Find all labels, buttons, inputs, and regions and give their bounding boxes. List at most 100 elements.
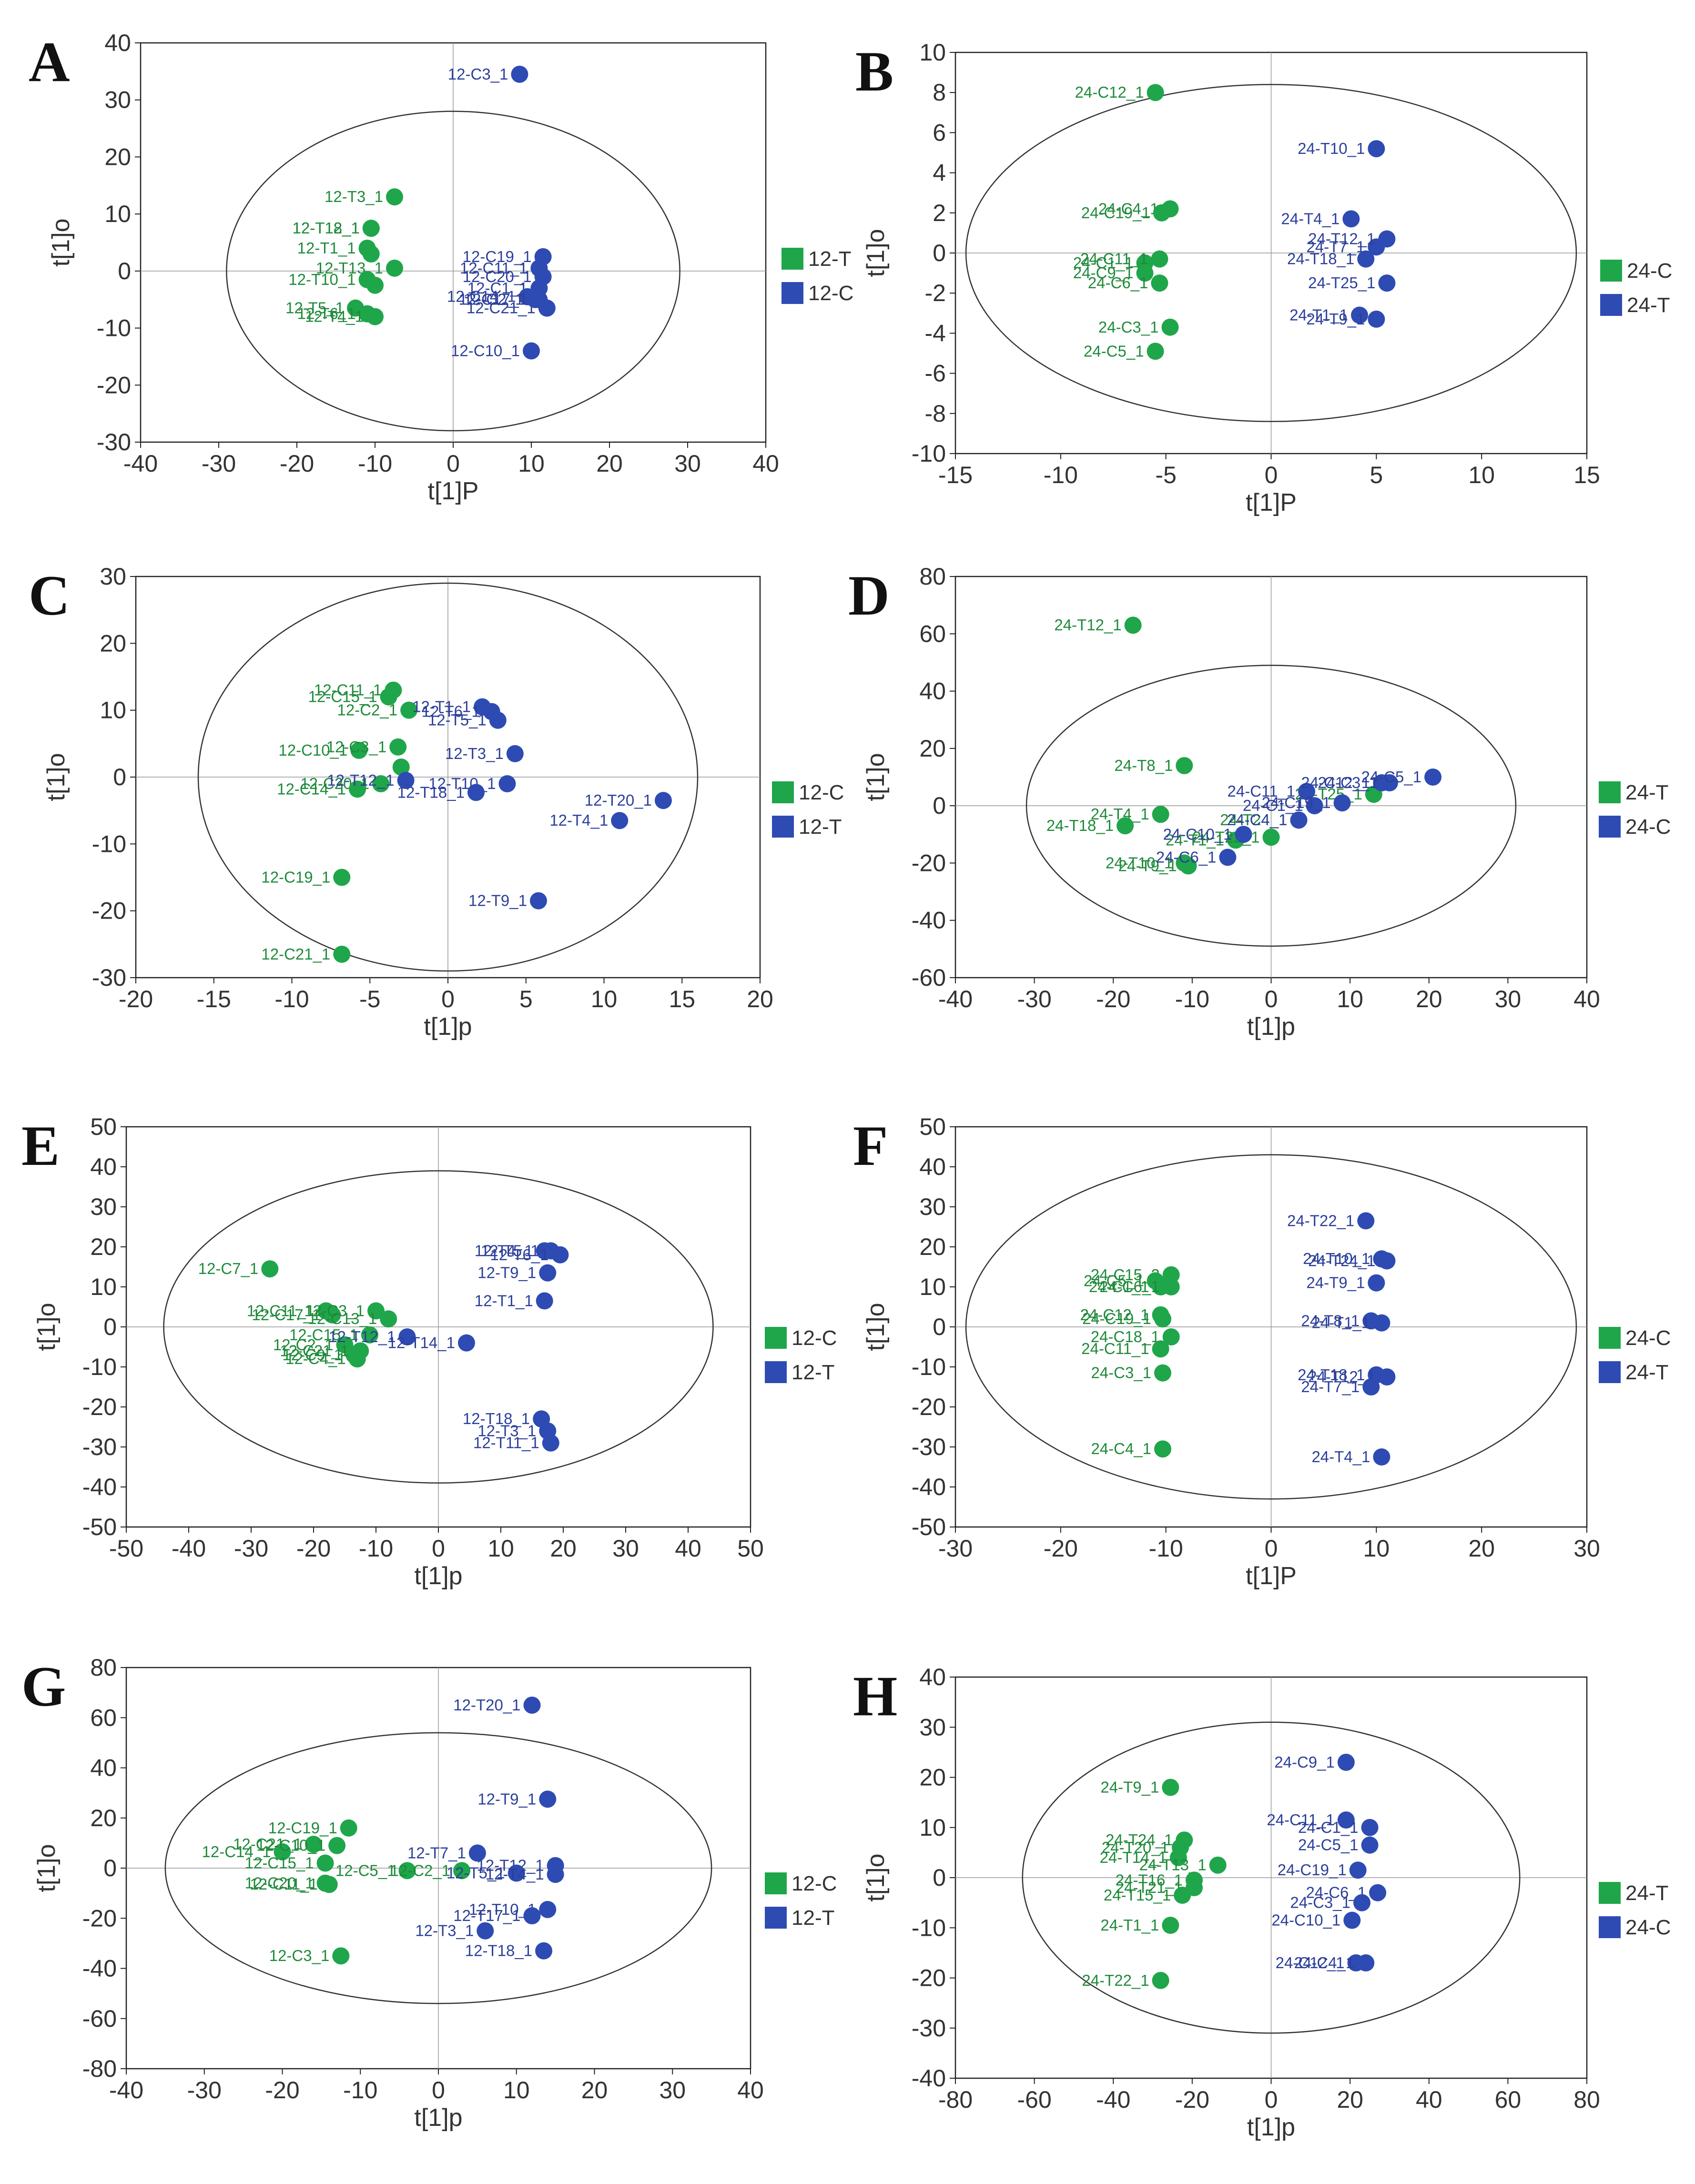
data-point — [523, 1907, 541, 1924]
data-point — [1378, 230, 1396, 248]
point-label: 24-C5_1 — [1298, 1836, 1359, 1854]
data-point — [1153, 204, 1170, 222]
confidence-ellipse — [965, 84, 1577, 422]
point-label: 24-T24_1 — [1106, 1831, 1173, 1849]
point-label: 12-T10_1 — [428, 775, 496, 792]
y-tick-label: -20 — [82, 1394, 117, 1420]
x-tick-label: 0 — [1265, 986, 1278, 1012]
data-point — [453, 1862, 471, 1880]
point-label: 12-T3_1 — [415, 1922, 474, 1940]
point-label: 12-T3_1 — [477, 1422, 536, 1439]
x-tick-label: -30 — [1017, 986, 1051, 1012]
data-point — [1161, 318, 1179, 336]
point-label: 12-C11_1 — [460, 259, 528, 277]
x-tick-label: -30 — [187, 2077, 222, 2103]
legend-swatch — [1599, 1916, 1621, 1938]
x-axis-label: t[1]p — [1247, 2113, 1295, 2141]
data-point — [1373, 1314, 1391, 1332]
y-tick-label: 0 — [933, 792, 946, 819]
point-label: 12-C3_1 — [304, 1302, 365, 1319]
y-tick-label: 30 — [919, 1714, 946, 1740]
x-tick-label: -30 — [234, 1535, 268, 1562]
data-point — [536, 1292, 553, 1310]
point-label: 24-C4_1 — [1294, 1954, 1355, 1972]
x-tick-label: -40 — [172, 1535, 206, 1562]
point-label: 24-C11_1 — [1228, 782, 1296, 800]
point-label: 12-T4_1 — [486, 1865, 544, 1883]
point-label: 12-C9_1 — [283, 1346, 343, 1364]
data-point — [1154, 1364, 1172, 1382]
point-label: 24-C9_1 — [1274, 1753, 1335, 1771]
x-tick-label: 30 — [612, 1535, 639, 1562]
data-point — [340, 1819, 357, 1837]
data-point — [1368, 140, 1385, 158]
data-point — [1378, 274, 1396, 292]
x-tick-label: -50 — [109, 1535, 143, 1562]
legend-label: 12-C — [792, 1326, 837, 1350]
panel-E: E -50 -40 -30 -20 -10 0 10 20 30 40 50 -50 -40 -30 -20 -… — [21, 1113, 837, 1590]
data-point — [1290, 811, 1308, 829]
point-label: 24-T9_1 — [1118, 857, 1177, 874]
data-point — [523, 342, 540, 360]
y-tick-label: -60 — [82, 2005, 117, 2032]
legend-swatch — [782, 282, 803, 304]
data-point — [1147, 343, 1164, 360]
point-label: 12-T6_1 — [490, 1246, 549, 1264]
data-point — [498, 775, 516, 793]
data-point — [389, 738, 407, 756]
point-label: 12-C19_1 — [261, 869, 330, 886]
data-point — [542, 1434, 559, 1452]
y-tick-label: 0 — [118, 258, 131, 284]
point-label: 12-C2_1 — [390, 1861, 451, 1879]
y-tick-label: -2 — [925, 280, 946, 306]
y-tick-label: -10 — [912, 1914, 946, 1941]
point-label: 24-C3_1 — [1318, 774, 1378, 791]
x-tick-label: 10 — [503, 2077, 530, 2103]
panel-letter: E — [21, 1114, 60, 1177]
point-label: 24-T8_1 — [1114, 757, 1173, 774]
x-tick-label: -5 — [359, 986, 380, 1012]
point-label: 12-T6_1 — [297, 305, 356, 323]
legend-label: 24-T — [1627, 293, 1670, 317]
data-point — [352, 1342, 369, 1360]
y-tick-label: 40 — [919, 1153, 946, 1180]
data-point — [1154, 1440, 1172, 1458]
data-point — [1124, 617, 1142, 634]
data-point — [305, 1836, 322, 1853]
legend-swatch — [772, 781, 794, 803]
y-tick-label: 10 — [90, 1274, 117, 1300]
x-tick-label: -15 — [938, 462, 973, 488]
y-tick-label: 0 — [933, 240, 946, 266]
data-point — [1262, 829, 1280, 846]
y-tick-label: 60 — [90, 1704, 117, 1731]
point-label: 24-C12_1 — [1301, 774, 1370, 791]
data-point — [489, 711, 507, 729]
y-tick-label: -60 — [912, 964, 946, 991]
point-label: 24-T1_1 — [1166, 831, 1224, 849]
panel-G: G -40 -30 -20 -10 0 10 20 30 40 -80 -60 -40 -20 0 20 40 6… — [21, 1654, 837, 2132]
y-tick-label: -40 — [82, 1955, 117, 1982]
data-point — [386, 259, 403, 277]
point-label: 24-T14_1 — [1100, 1849, 1167, 1866]
x-tick-label: 10 — [518, 450, 545, 477]
data-point — [1361, 1836, 1379, 1854]
y-tick-label: 20 — [919, 1234, 946, 1260]
point-label: 12-C14_1 — [277, 780, 346, 798]
data-point — [316, 1854, 334, 1872]
y-tick-label: 80 — [90, 1654, 117, 1681]
data-point — [1219, 849, 1237, 866]
x-tick-label: 40 — [1416, 2086, 1442, 2113]
data-point — [1380, 774, 1398, 792]
data-point — [1342, 210, 1360, 228]
y-tick-label: -30 — [97, 429, 131, 455]
data-point — [1152, 1972, 1169, 1989]
x-tick-label: -10 — [1175, 986, 1209, 1012]
y-tick-label: 30 — [919, 1193, 946, 1220]
point-label: 12-C1_1 — [467, 279, 528, 297]
point-label: 12-T10_1 — [288, 271, 355, 288]
point-label: 12-T5_1 — [428, 711, 487, 729]
data-point — [361, 1326, 378, 1344]
x-tick-label: -40 — [109, 2077, 143, 2103]
x-tick-label: 40 — [737, 2077, 764, 2103]
y-tick-label: 6 — [933, 119, 946, 146]
